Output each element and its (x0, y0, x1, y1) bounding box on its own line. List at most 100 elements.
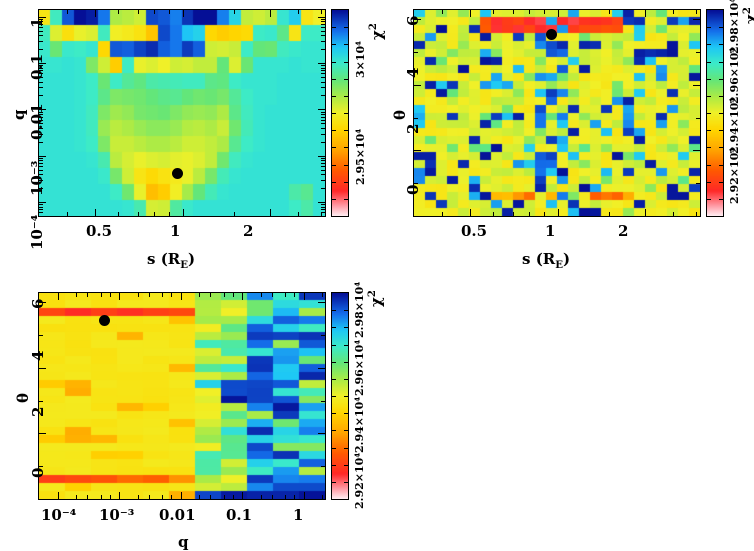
axis-tick (493, 212, 494, 216)
axis-tick (233, 495, 234, 499)
axis-tick (414, 19, 421, 20)
axis-tick (696, 212, 697, 216)
colorbar-tick (344, 27, 348, 28)
y-axis-title: q (10, 109, 28, 121)
xtick-label: 2 (618, 222, 629, 240)
xtick-label: 0.5 (461, 222, 488, 240)
ytick-label: 10⁻³ (28, 160, 46, 196)
colorbar-tick (332, 62, 336, 63)
axis-tick (39, 209, 43, 210)
colorbar-tick (332, 327, 336, 328)
colorbar-tick (707, 130, 711, 131)
axis-tick (154, 212, 155, 216)
axis-tick (39, 73, 43, 74)
axis-tick (39, 170, 43, 171)
axis-tick (39, 188, 43, 189)
axis-tick (673, 10, 674, 14)
y-axis-title: θ (14, 392, 32, 403)
axis-tick (58, 492, 59, 499)
axis-tick (513, 212, 514, 216)
axis-tick (39, 77, 43, 78)
axis-tick (39, 112, 43, 113)
axis-tick (149, 495, 150, 499)
heatmap-plot-s-theta[interactable] (413, 9, 701, 217)
axis-tick (321, 209, 325, 210)
axis-tick (318, 302, 325, 303)
colorbar-tick (332, 465, 336, 466)
colorbar-tick (332, 27, 336, 28)
ytick-label: 2 (404, 123, 422, 134)
axis-tick (321, 160, 325, 161)
colorbar-tick (332, 199, 336, 200)
colorbar-tick (344, 448, 348, 449)
axis-tick (76, 495, 77, 499)
xtick-label: 1 (170, 222, 181, 240)
axis-tick (285, 495, 286, 499)
heatmap-plot-s-q[interactable] (38, 9, 326, 217)
axis-tick (39, 21, 43, 22)
x-axis-title-unit-close: ) (563, 250, 571, 268)
axis-tick (181, 293, 182, 300)
axis-tick (321, 21, 325, 22)
axis-tick (95, 10, 96, 17)
axis-tick (321, 70, 325, 71)
colorbar-tick-label: 2.98×10⁴ (728, 0, 741, 54)
axis-tick (696, 52, 700, 53)
axis-tick (39, 335, 43, 336)
colorbar-tick (332, 362, 336, 363)
x-axis-title: s (RE) (522, 250, 571, 271)
colorbar-tick (719, 182, 723, 183)
axis-tick (294, 293, 295, 297)
axis-tick (696, 118, 700, 119)
x-axis-title-unit-open: (R (160, 250, 181, 268)
axis-tick (544, 212, 545, 216)
axis-tick (321, 174, 325, 175)
axis-tick (39, 109, 46, 110)
axis-tick (39, 117, 43, 118)
colorbar-tick (332, 113, 336, 114)
axis-tick (321, 166, 325, 167)
axis-tick (138, 495, 139, 499)
axis-tick (673, 212, 674, 216)
colorbar-tick (707, 199, 711, 200)
colorbar-tick (332, 396, 336, 397)
axis-tick (529, 10, 530, 14)
ytick-label: 0.01 (28, 103, 46, 140)
axis-tick (39, 68, 43, 69)
axis-tick (87, 293, 88, 297)
axis-tick (39, 166, 43, 167)
axis-tick (87, 495, 88, 499)
colorbar-tick (719, 27, 723, 28)
axis-tick (414, 118, 418, 119)
axis-tick (39, 49, 43, 50)
axis-tick (321, 158, 325, 159)
axis-tick (234, 10, 235, 14)
colorbar-tick (332, 448, 336, 449)
axis-tick (39, 401, 43, 402)
axis-tick (321, 77, 325, 78)
axis-tick (693, 19, 700, 20)
axis-tick (39, 123, 43, 124)
axis-tick (67, 212, 68, 216)
axis-tick (321, 120, 325, 121)
heatmap-plot-q-theta[interactable] (38, 292, 326, 500)
axis-tick (321, 112, 325, 113)
colorbar-tick (344, 379, 348, 380)
axis-tick (558, 10, 559, 17)
axis-tick (39, 114, 43, 115)
axis-tick (321, 82, 325, 83)
axis-tick (442, 10, 443, 14)
colorbar-tick (344, 130, 348, 131)
best-fit-marker (99, 315, 110, 326)
x-axis-title-unit-sub: E (555, 259, 564, 271)
axis-tick (162, 495, 163, 499)
colorbar-tick (719, 79, 723, 80)
axis-tick (321, 41, 325, 42)
axis-tick (58, 293, 59, 300)
axis-tick (470, 209, 471, 216)
axis-tick (321, 466, 325, 467)
colorbar-tick-label: 3×10⁴ (354, 41, 367, 78)
colorbar-tick (719, 130, 723, 131)
axis-tick (39, 31, 43, 32)
axis-tick (321, 134, 325, 135)
